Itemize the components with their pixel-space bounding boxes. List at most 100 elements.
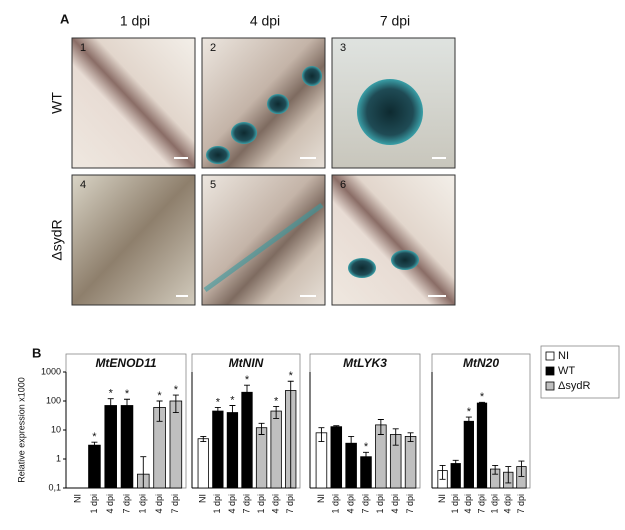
bar	[197, 438, 209, 489]
micrograph-grid	[71, 37, 456, 306]
error-bar	[124, 398, 130, 419]
error-bar	[318, 427, 325, 442]
x-tick-label: 7 dpi	[170, 494, 180, 514]
bar	[463, 420, 474, 489]
error-bar	[505, 466, 512, 484]
x-tick-label: 7 dpi	[360, 494, 370, 514]
error-bar	[492, 464, 499, 475]
x-tick-label: 7 dpi	[516, 494, 526, 514]
error-bar	[140, 456, 147, 489]
error-bar	[392, 428, 399, 446]
chart-title: MtLYK3	[343, 356, 387, 370]
x-tick-label: 4 dpi	[271, 494, 281, 514]
image-number: 4	[80, 179, 86, 191]
x-tick-label: NI	[437, 494, 447, 503]
y-tick-label: 100	[46, 395, 61, 405]
image-number: 5	[210, 179, 216, 191]
significance-star: *	[467, 406, 472, 418]
significance-star: *	[245, 374, 250, 386]
row-label: WT	[49, 92, 65, 114]
y-tick-label: 0,1	[48, 482, 61, 492]
image-number: 6	[340, 179, 346, 191]
error-bar	[439, 464, 446, 480]
x-tick-label: 1 dpi	[375, 494, 385, 514]
image-number: 3	[340, 42, 346, 54]
x-tick-label: NI	[198, 494, 208, 503]
x-tick-label: 1 dpi	[331, 494, 341, 514]
chart-title: MtN20	[463, 356, 499, 370]
error-bar	[214, 406, 221, 417]
bar-chart: MtLYK3 NI 1 dpi 4 dpi 7 dpi * 1 dpi 4 dpi 7 dpi	[309, 353, 421, 514]
x-tick-label: 7 dpi	[405, 494, 415, 514]
row-label: ΔsydR	[49, 219, 65, 260]
bar	[169, 400, 183, 489]
column-label: 7 dpi	[380, 13, 410, 29]
x-tick-label: NI	[316, 494, 326, 503]
legend-label: ΔsydR	[558, 380, 590, 392]
micrograph	[201, 174, 326, 306]
x-tick-label: 4 dpi	[463, 494, 473, 514]
error-bar	[452, 459, 459, 469]
significance-star: *	[92, 431, 97, 443]
y-axis-label: Relative expression x1000	[16, 377, 26, 483]
legend-swatch	[545, 351, 555, 361]
bar	[255, 427, 268, 489]
legend-label: WT	[558, 365, 575, 377]
x-tick-label: 4 dpi	[154, 494, 164, 514]
x-tick-label: 4 dpi	[503, 494, 513, 514]
error-bar	[287, 380, 294, 489]
column-label: 4 dpi	[250, 13, 280, 29]
bar-chart: MtNIN NI 1 dpi * 4 dpi * 7 dpi * 1 dpi 4 dpi * 7 dp…	[191, 353, 301, 514]
significance-star: *	[364, 441, 369, 453]
error-bar	[479, 401, 485, 405]
significance-star: *	[216, 396, 221, 408]
x-tick-label: 1 dpi	[490, 494, 500, 514]
legend-swatch	[545, 366, 555, 376]
error-bar	[200, 435, 207, 442]
legend-label: NI	[558, 350, 569, 362]
x-tick-label: 7 dpi	[241, 494, 251, 514]
bar	[212, 410, 224, 489]
significance-star: *	[174, 384, 179, 396]
error-bar	[172, 394, 179, 413]
significance-star: *	[480, 391, 485, 403]
x-tick-label: 7 dpi	[476, 494, 486, 514]
column-label: 1 dpi	[120, 13, 150, 29]
x-tick-label: 4 dpi	[227, 494, 237, 514]
error-bar	[229, 405, 236, 431]
panel-label: B	[32, 345, 41, 360]
error-bar	[91, 441, 98, 450]
error-bar	[377, 419, 384, 435]
error-bar	[465, 416, 472, 429]
x-tick-label: 1 dpi	[450, 494, 460, 514]
x-tick-label: 4 dpi	[390, 494, 400, 514]
bar	[330, 426, 343, 489]
significance-star: *	[230, 394, 235, 406]
significance-star: *	[274, 395, 279, 407]
panel-label: A	[60, 11, 70, 26]
bar	[404, 436, 417, 489]
chart-title: MtENOD11	[95, 356, 156, 370]
bar	[270, 410, 282, 489]
x-tick-label: 4 dpi	[105, 494, 115, 514]
error-bar	[258, 422, 265, 435]
y-tick-label: 10	[51, 424, 61, 434]
x-tick-label: 4 dpi	[346, 494, 356, 514]
significance-star: *	[109, 388, 114, 400]
bar	[88, 444, 101, 489]
error-bar	[333, 425, 340, 429]
error-bar	[518, 460, 525, 477]
x-tick-label: 7 dpi	[285, 494, 295, 514]
x-tick-label: 1 dpi	[89, 494, 99, 514]
significance-star: *	[125, 388, 130, 400]
bar	[476, 402, 488, 489]
y-tick-label: 1000	[41, 366, 61, 376]
error-bar	[244, 384, 250, 411]
error-bar	[348, 435, 355, 460]
y-tick-label: 1	[56, 453, 61, 463]
significance-star: *	[157, 390, 162, 402]
micrograph	[71, 37, 196, 169]
x-tick-label: 1 dpi	[138, 494, 148, 514]
